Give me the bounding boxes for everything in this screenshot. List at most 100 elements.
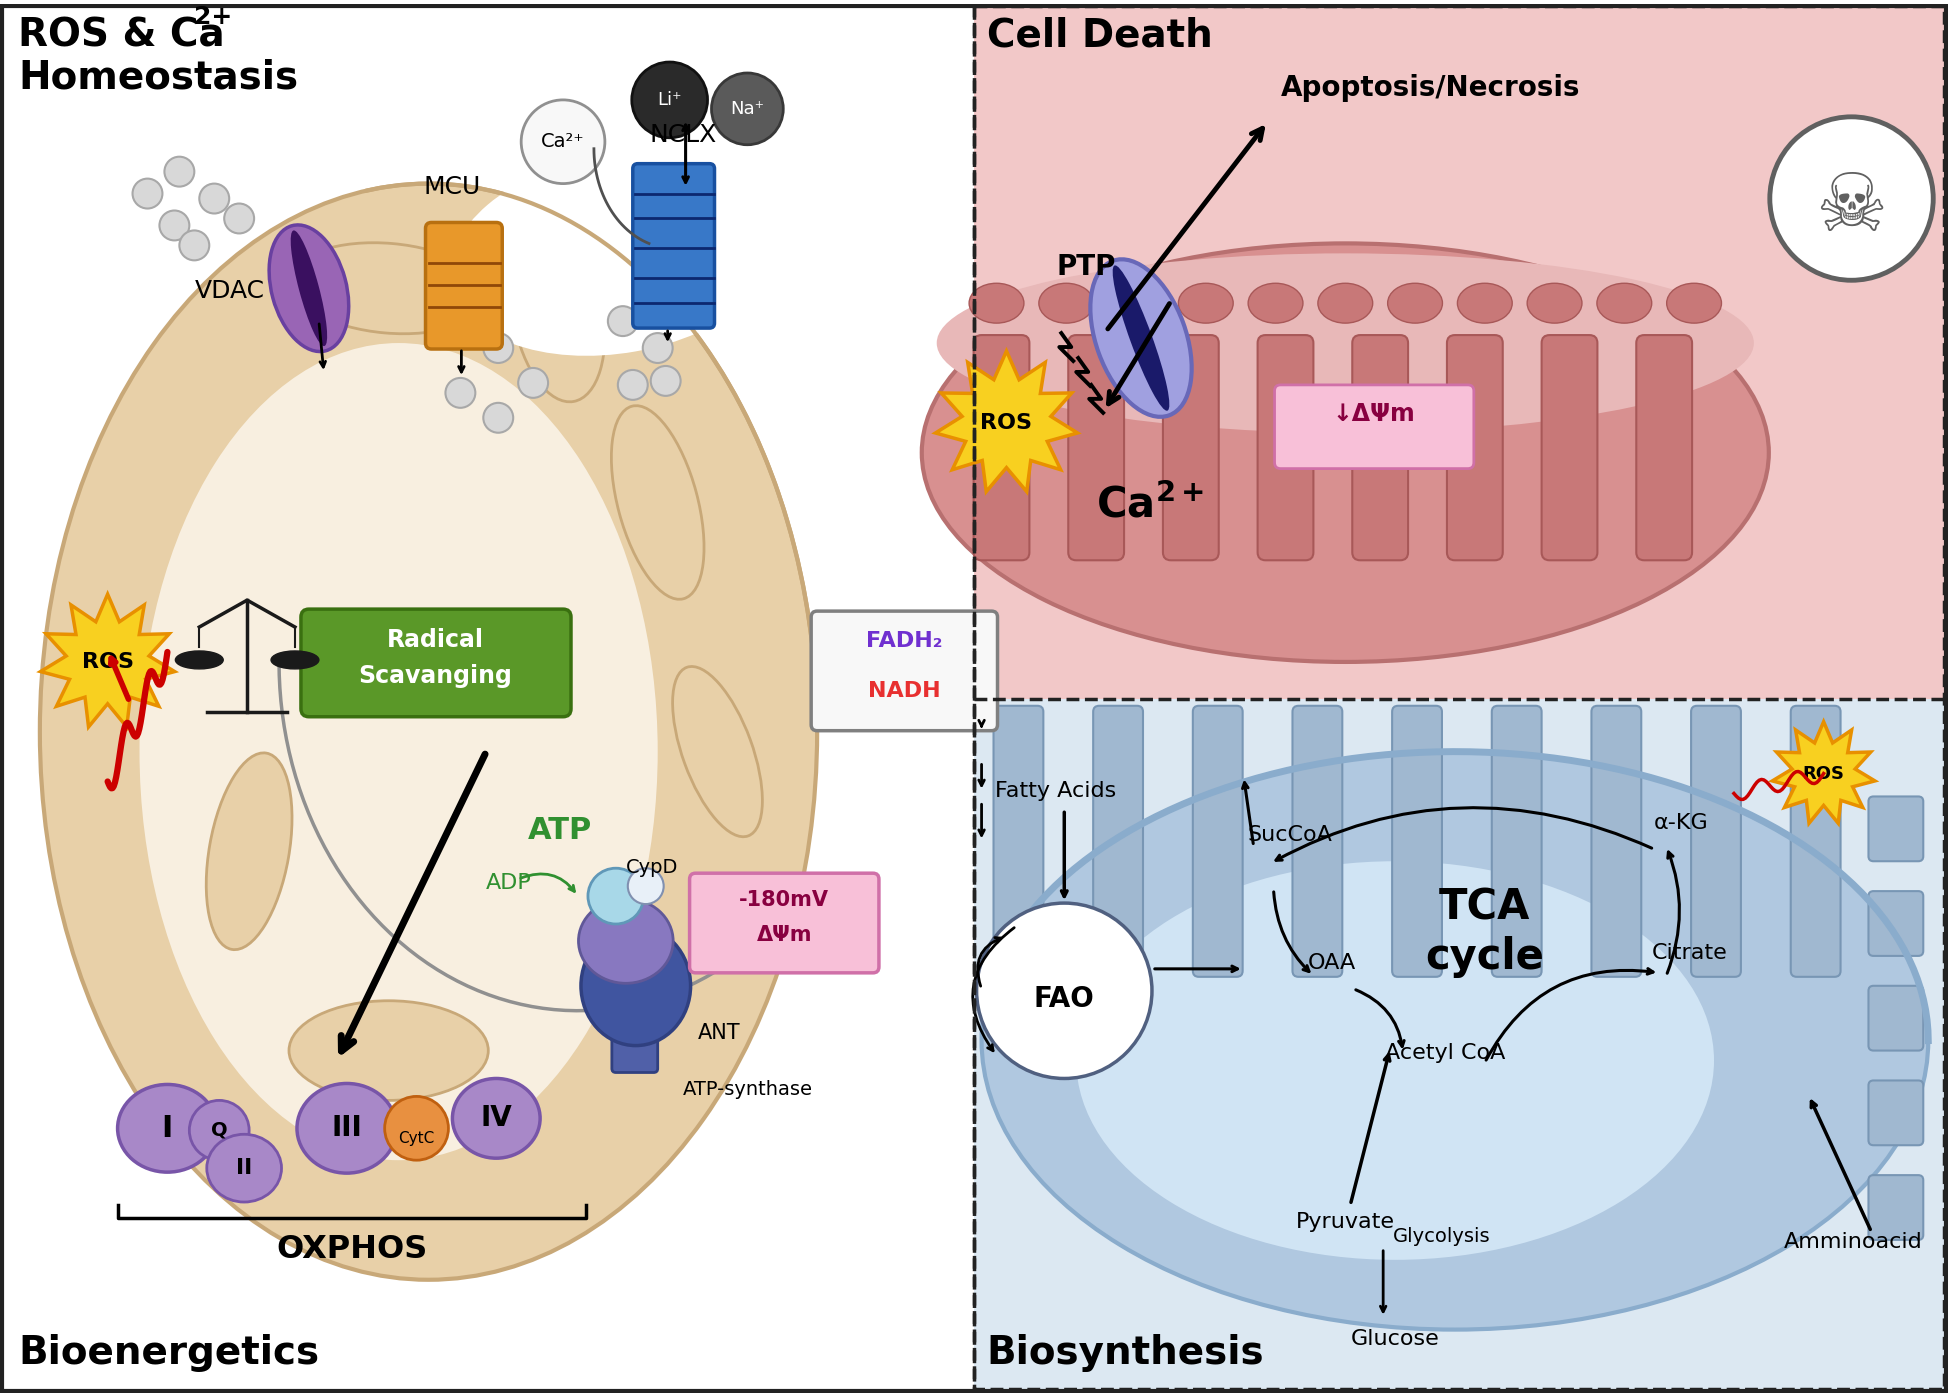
- Ellipse shape: [117, 1085, 217, 1172]
- Text: Q: Q: [211, 1121, 227, 1140]
- Ellipse shape: [1247, 283, 1302, 323]
- Ellipse shape: [452, 1079, 540, 1158]
- FancyBboxPatch shape: [1636, 335, 1693, 560]
- Bar: [974, 4, 1949, 698]
- Ellipse shape: [1108, 283, 1163, 323]
- FancyBboxPatch shape: [811, 611, 997, 730]
- Text: II: II: [237, 1158, 252, 1178]
- Ellipse shape: [1112, 265, 1169, 411]
- FancyBboxPatch shape: [1447, 335, 1503, 560]
- Text: ROS: ROS: [1803, 764, 1846, 782]
- Text: PTP: PTP: [1056, 254, 1116, 282]
- Ellipse shape: [921, 244, 1769, 662]
- Ellipse shape: [205, 753, 291, 949]
- Text: I: I: [162, 1114, 174, 1143]
- Text: ☠: ☠: [1816, 170, 1889, 248]
- Ellipse shape: [1456, 283, 1513, 323]
- Text: MCU: MCU: [424, 174, 481, 198]
- Ellipse shape: [510, 224, 604, 401]
- Circle shape: [180, 230, 209, 261]
- Ellipse shape: [139, 343, 657, 1160]
- Text: cycle: cycle: [1425, 935, 1544, 977]
- Text: SucCoA: SucCoA: [1247, 825, 1333, 845]
- FancyBboxPatch shape: [1093, 705, 1144, 977]
- Text: 2+: 2+: [194, 6, 233, 29]
- FancyBboxPatch shape: [1193, 705, 1243, 977]
- FancyBboxPatch shape: [1869, 1080, 1924, 1146]
- Text: Acetyl CoA: Acetyl CoA: [1386, 1043, 1505, 1062]
- Ellipse shape: [1091, 259, 1193, 417]
- Circle shape: [712, 72, 784, 145]
- Text: FADH₂: FADH₂: [866, 631, 942, 651]
- Ellipse shape: [612, 406, 704, 599]
- FancyBboxPatch shape: [1869, 796, 1924, 861]
- Circle shape: [160, 210, 190, 240]
- FancyBboxPatch shape: [1869, 891, 1924, 956]
- Ellipse shape: [272, 651, 319, 669]
- Text: Apoptosis/Necrosis: Apoptosis/Necrosis: [1281, 74, 1580, 102]
- Text: Pyruvate: Pyruvate: [1296, 1211, 1394, 1232]
- Text: Glucose: Glucose: [1351, 1328, 1439, 1348]
- Ellipse shape: [207, 1135, 282, 1202]
- Circle shape: [133, 178, 162, 209]
- Text: ATP: ATP: [528, 817, 592, 845]
- Text: Scavanging: Scavanging: [358, 664, 512, 687]
- Ellipse shape: [1597, 283, 1652, 323]
- Ellipse shape: [970, 283, 1024, 323]
- Text: Na⁺: Na⁺: [731, 100, 764, 118]
- FancyBboxPatch shape: [1869, 1175, 1924, 1239]
- Circle shape: [518, 368, 547, 397]
- Circle shape: [483, 403, 514, 432]
- Ellipse shape: [176, 651, 223, 669]
- Ellipse shape: [39, 184, 817, 1280]
- FancyBboxPatch shape: [1869, 986, 1924, 1051]
- FancyBboxPatch shape: [1591, 705, 1642, 977]
- Ellipse shape: [936, 254, 1754, 432]
- Text: CypD: CypD: [626, 859, 678, 877]
- Circle shape: [651, 367, 680, 396]
- Text: Citrate: Citrate: [1652, 942, 1728, 963]
- Text: NADH: NADH: [868, 680, 940, 701]
- Ellipse shape: [579, 899, 673, 983]
- Ellipse shape: [450, 151, 786, 355]
- Circle shape: [483, 333, 514, 362]
- FancyBboxPatch shape: [1492, 705, 1542, 977]
- Ellipse shape: [981, 751, 1928, 1330]
- Text: IV: IV: [481, 1104, 512, 1132]
- Circle shape: [628, 868, 663, 905]
- FancyBboxPatch shape: [1257, 335, 1314, 560]
- Text: III: III: [332, 1114, 362, 1142]
- Circle shape: [199, 184, 229, 213]
- Ellipse shape: [1179, 283, 1234, 323]
- Circle shape: [618, 369, 647, 400]
- Bar: [974, 698, 1949, 1394]
- Polygon shape: [41, 594, 174, 726]
- Text: CytC: CytC: [399, 1131, 434, 1146]
- Text: Bioenergetics: Bioenergetics: [18, 1334, 319, 1373]
- FancyBboxPatch shape: [1067, 335, 1124, 560]
- Ellipse shape: [1077, 861, 1715, 1260]
- FancyBboxPatch shape: [301, 609, 571, 717]
- Circle shape: [1769, 117, 1933, 280]
- FancyBboxPatch shape: [1275, 385, 1474, 468]
- Text: Radical: Radical: [387, 627, 485, 652]
- Ellipse shape: [289, 1001, 489, 1100]
- Text: ATP-synthase: ATP-synthase: [682, 1080, 813, 1100]
- Circle shape: [588, 868, 643, 924]
- Text: ANT: ANT: [698, 1023, 741, 1043]
- Text: OAA: OAA: [1308, 953, 1355, 973]
- Ellipse shape: [291, 230, 326, 346]
- Text: Glycolysis: Glycolysis: [1394, 1227, 1492, 1246]
- Ellipse shape: [1038, 283, 1093, 323]
- Ellipse shape: [581, 926, 690, 1046]
- Polygon shape: [934, 351, 1077, 492]
- Text: FAO: FAO: [1034, 984, 1095, 1013]
- Text: Ca²⁺: Ca²⁺: [542, 132, 585, 151]
- Ellipse shape: [1388, 283, 1443, 323]
- Polygon shape: [1773, 722, 1875, 824]
- Text: α-KG: α-KG: [1654, 813, 1709, 834]
- Circle shape: [643, 333, 673, 362]
- FancyBboxPatch shape: [690, 873, 880, 973]
- FancyBboxPatch shape: [612, 945, 657, 1072]
- Text: Li⁺: Li⁺: [657, 91, 682, 109]
